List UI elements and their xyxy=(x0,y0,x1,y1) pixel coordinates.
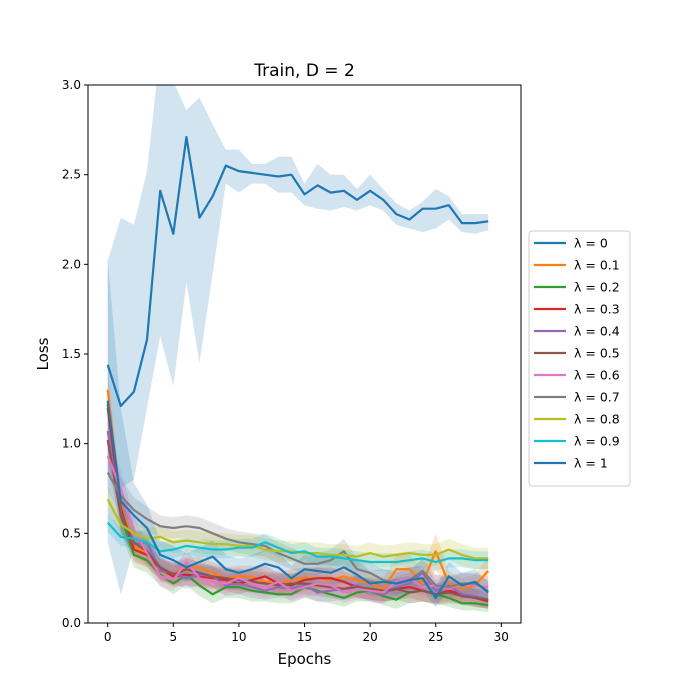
x-tick-label: 30 xyxy=(494,630,509,644)
legend-entry: λ = 0.8 xyxy=(574,412,620,427)
x-tick-label: 0 xyxy=(104,630,112,644)
legend-entry: λ = 0.9 xyxy=(574,434,620,449)
line-0-5 xyxy=(106,439,489,601)
line-0-6 xyxy=(106,455,489,594)
legend-entry: λ = 1 xyxy=(574,456,608,471)
x-axis: 0 5 10 15 20 25 30 xyxy=(104,623,509,644)
legend-entry: λ = 0.1 xyxy=(574,258,620,273)
legend-box xyxy=(528,230,631,487)
y-tick-label: 3.0 xyxy=(62,78,81,92)
series-lines xyxy=(106,135,490,607)
legend-entry: λ = 0.5 xyxy=(574,346,620,361)
legend: λ = 0 λ = 0.1 λ = 0.2 λ = 0.3 λ = 0.4 λ = 0.5… xyxy=(528,230,631,487)
y-tick-label: 0.0 xyxy=(62,616,81,630)
y-tick-label: 1.5 xyxy=(62,347,81,361)
legend-entry: λ = 0.6 xyxy=(574,368,620,383)
y-tick-label: 1.0 xyxy=(62,437,81,451)
band-0 xyxy=(107,85,489,489)
x-tick-label: 10 xyxy=(231,630,246,644)
band-0-9 xyxy=(107,513,489,571)
band-1 xyxy=(107,259,489,607)
x-tick-label: 5 xyxy=(169,630,177,644)
y-tick-label: 2.5 xyxy=(62,168,81,182)
x-axis-label: Epochs xyxy=(278,650,332,668)
line-1 xyxy=(106,400,489,600)
legend-entry: λ = 0.4 xyxy=(574,324,620,339)
x-tick-label: 20 xyxy=(362,630,377,644)
y-axis-label: Loss xyxy=(34,337,52,370)
legend-entry: λ = 0.2 xyxy=(574,280,620,295)
chart-title: Train, D = 2 xyxy=(253,61,355,81)
y-tick-label: 0.5 xyxy=(62,526,81,540)
x-tick-label: 25 xyxy=(428,630,443,644)
y-tick-label: 2.0 xyxy=(62,257,81,271)
legend-entry: λ = 0.7 xyxy=(574,390,620,405)
line-0-7 xyxy=(106,471,489,592)
line-0 xyxy=(106,135,489,408)
x-tick-label: 15 xyxy=(297,630,312,644)
y-axis: 0.0 0.5 1.0 1.5 2.0 2.5 3.0 xyxy=(62,78,88,630)
line-0-9 xyxy=(106,521,489,564)
legend-entry: λ = 0.3 xyxy=(574,302,620,317)
legend-entry: λ = 0 xyxy=(574,236,608,251)
